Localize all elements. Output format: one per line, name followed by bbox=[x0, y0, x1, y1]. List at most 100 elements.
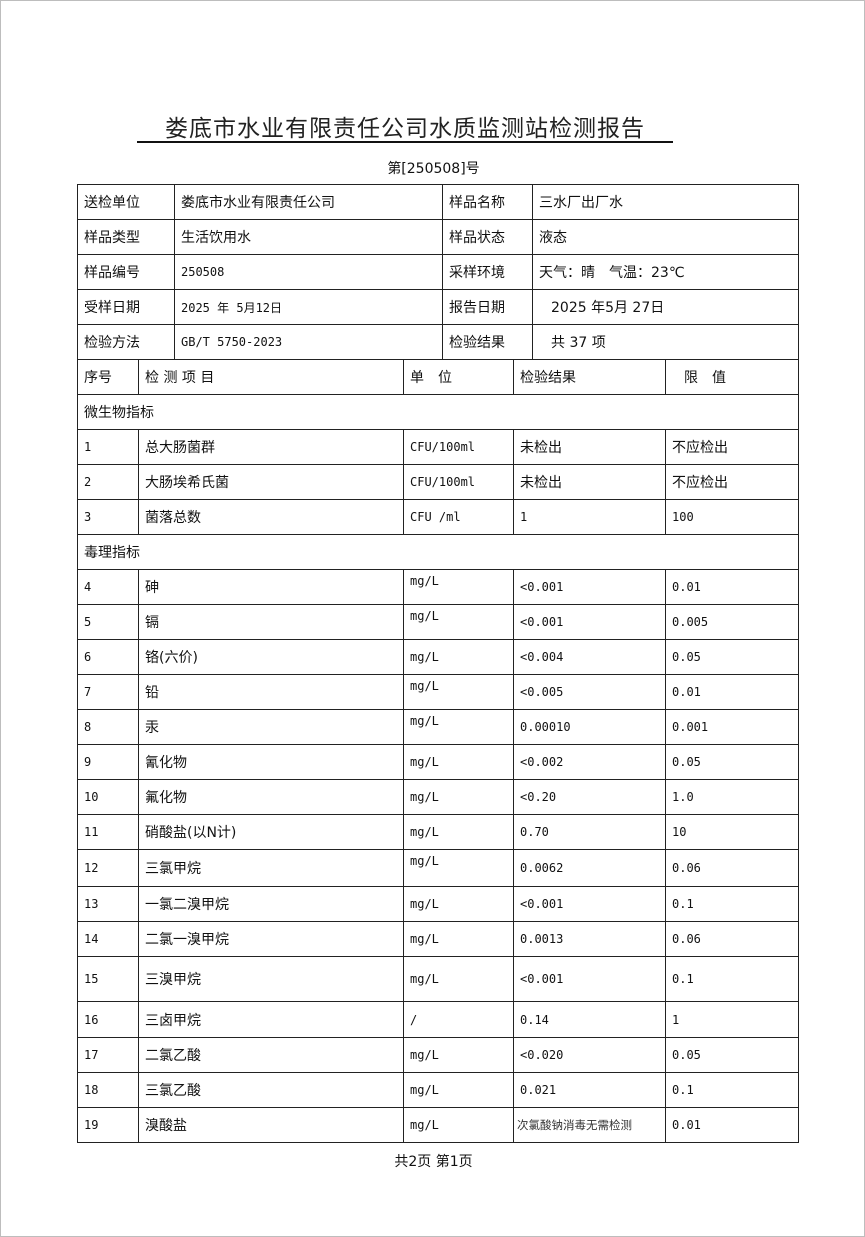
cell-unit: mg/L bbox=[403, 1072, 514, 1108]
cell-limit: 0.06 bbox=[665, 921, 799, 957]
cell-no: 6 bbox=[77, 639, 139, 675]
info-label: 受样日期 bbox=[77, 289, 175, 325]
cell-item: 总大肠菌群 bbox=[138, 429, 404, 465]
cell-item: 二氯乙酸 bbox=[138, 1037, 404, 1073]
cell-limit: 0.01 bbox=[665, 1107, 799, 1143]
table-row: 14 二氯一溴甲烷 mg/L 0.0013 0.06 bbox=[77, 921, 799, 957]
info-value: 生活饮用水 bbox=[174, 219, 443, 255]
sample-info-table: 送检单位 娄底市水业有限责任公司 样品名称 三水厂出厂水 样品类型 生活饮用水 样品状态 液态… bbox=[77, 184, 799, 360]
cell-unit: mg/L bbox=[403, 744, 514, 780]
cell-result: 0.14 bbox=[513, 1001, 666, 1038]
cell-item: 镉 bbox=[138, 604, 404, 640]
cell-unit: mg/L bbox=[403, 674, 514, 710]
cell-result: 次氯酸钠消毒无需检测 bbox=[513, 1107, 666, 1143]
cell-no: 18 bbox=[77, 1072, 139, 1108]
table-row: 16 三卤甲烷/0.14 1 bbox=[77, 1001, 799, 1038]
cell-result: <0.004 bbox=[513, 639, 666, 675]
cell-unit: mg/L bbox=[403, 709, 514, 745]
cell-no: 13 bbox=[77, 886, 139, 922]
cell-result: 未检出 bbox=[513, 464, 666, 500]
info-value: 天气：晴 气温：23℃ bbox=[532, 254, 799, 290]
table-row: 9 氰化物 mg/L <0.002 0.05 bbox=[77, 744, 799, 780]
cell-unit: mg/L bbox=[403, 849, 514, 887]
cell-item: 硝酸盐(以N计) bbox=[138, 814, 404, 850]
cell-result: <0.020 bbox=[513, 1037, 666, 1073]
info-row: 受样日期 2025 年 5月12日 报告日期 2025 年5月 27日 bbox=[77, 289, 799, 325]
info-label: 样品编号 bbox=[77, 254, 175, 290]
page-footer: 共2页 第1页 bbox=[394, 1154, 473, 1170]
info-label: 样品名称 bbox=[442, 184, 533, 220]
col-header-result: 检验结果 bbox=[513, 359, 666, 395]
cell-limit: 0.01 bbox=[665, 569, 799, 605]
cell-item: 三溴甲烷 bbox=[138, 956, 404, 1002]
cell-unit: mg/L bbox=[403, 639, 514, 675]
col-header-item: 检 测 项 目 bbox=[138, 359, 404, 395]
cell-unit: mg/L bbox=[403, 604, 514, 640]
cell-result: <0.001 bbox=[513, 604, 666, 640]
table-row: 13 一氯二溴甲烷 mg/L <0.001 0.1 bbox=[77, 886, 799, 922]
cell-unit: mg/L bbox=[403, 569, 514, 605]
table-row: 19 溴酸盐 mg/L 次氯酸钠消毒无需检测 0.01 bbox=[77, 1107, 799, 1143]
info-value: 娄底市水业有限责任公司 bbox=[174, 184, 443, 220]
cell-no: 16 bbox=[77, 1001, 139, 1038]
cell-result: 0.00010 bbox=[513, 709, 666, 745]
table-row: 4 砷 mg/L <0.001 0.01 bbox=[77, 569, 799, 605]
section-row: 微生物指标 bbox=[77, 394, 799, 430]
info-label: 报告日期 bbox=[442, 289, 533, 325]
cell-no: 17 bbox=[77, 1037, 139, 1073]
cell-limit: 0.05 bbox=[665, 1037, 799, 1073]
cell-no: 11 bbox=[77, 814, 139, 850]
cell-limit: 0.001 bbox=[665, 709, 799, 745]
table-row: 5 镉 mg/L <0.001 0.005 bbox=[77, 604, 799, 640]
cell-unit: mg/L bbox=[403, 1107, 514, 1143]
cell-unit: CFU/100ml bbox=[403, 464, 514, 500]
cell-limit: 10 bbox=[665, 814, 799, 850]
cell-limit: 100 bbox=[665, 499, 799, 535]
cell-no: 14 bbox=[77, 921, 139, 957]
cell-result: <0.20 bbox=[513, 779, 666, 815]
cell-item: 三氯乙酸 bbox=[138, 1072, 404, 1108]
cell-item: 二氯一溴甲烷 bbox=[138, 921, 404, 957]
cell-no: 10 bbox=[77, 779, 139, 815]
cell-result: 0.0013 bbox=[513, 921, 666, 957]
cell-item: 三氯甲烷 bbox=[138, 849, 404, 887]
results-table: 序号 检 测 项 目 单 位 检验结果 限 值 微生物指标 1 总大肠菌群 CFU/1… bbox=[77, 359, 799, 1143]
cell-item: 砷 bbox=[138, 569, 404, 605]
section-title: 毒理指标 bbox=[77, 534, 799, 570]
info-value: GB/T 5750-2023 bbox=[174, 324, 443, 360]
cell-item: 铬(六价) bbox=[138, 639, 404, 675]
cell-result: 0.70 bbox=[513, 814, 666, 850]
cell-unit: mg/L bbox=[403, 921, 514, 957]
cell-result: <0.001 bbox=[513, 956, 666, 1002]
table-row: 18 三氯乙酸 mg/L 0.021 0.1 bbox=[77, 1072, 799, 1108]
table-header-row: 序号 检 测 项 目 单 位 检验结果 限 值 bbox=[77, 359, 799, 395]
cell-unit: mg/L bbox=[403, 814, 514, 850]
cell-limit: 0.01 bbox=[665, 674, 799, 710]
table-row: 12 三氯甲烷 mg/L 0.0062 0.06 bbox=[77, 849, 799, 887]
cell-limit: 0.1 bbox=[665, 1072, 799, 1108]
cell-result: 未检出 bbox=[513, 429, 666, 465]
cell-limit: 1 bbox=[665, 1001, 799, 1038]
cell-item: 汞 bbox=[138, 709, 404, 745]
cell-result: <0.002 bbox=[513, 744, 666, 780]
cell-no: 9 bbox=[77, 744, 139, 780]
cell-limit: 0.05 bbox=[665, 744, 799, 780]
cell-limit: 0.005 bbox=[665, 604, 799, 640]
info-label: 送检单位 bbox=[77, 184, 175, 220]
table-row: 15 三溴甲烷 mg/L <0.001 0.1 bbox=[77, 956, 799, 1002]
info-label: 检验结果 bbox=[442, 324, 533, 360]
cell-unit: / bbox=[403, 1001, 514, 1038]
table-row: 11 硝酸盐(以N计) mg/L 0.70 10 bbox=[77, 814, 799, 850]
cell-no: 3 bbox=[77, 499, 139, 535]
cell-no: 15 bbox=[77, 956, 139, 1002]
cell-result: <0.001 bbox=[513, 569, 666, 605]
cell-item: 一氯二溴甲烷 bbox=[138, 886, 404, 922]
info-value: 共 37 项 bbox=[532, 324, 799, 360]
col-header-unit: 单 位 bbox=[403, 359, 514, 395]
cell-limit: 0.1 bbox=[665, 956, 799, 1002]
table-row: 7 铅 mg/L <0.005 0.01 bbox=[77, 674, 799, 710]
cell-item: 溴酸盐 bbox=[138, 1107, 404, 1143]
report-title: 娄底市水业有限责任公司水质监测站检测报告 bbox=[165, 116, 645, 142]
cell-limit: 0.05 bbox=[665, 639, 799, 675]
